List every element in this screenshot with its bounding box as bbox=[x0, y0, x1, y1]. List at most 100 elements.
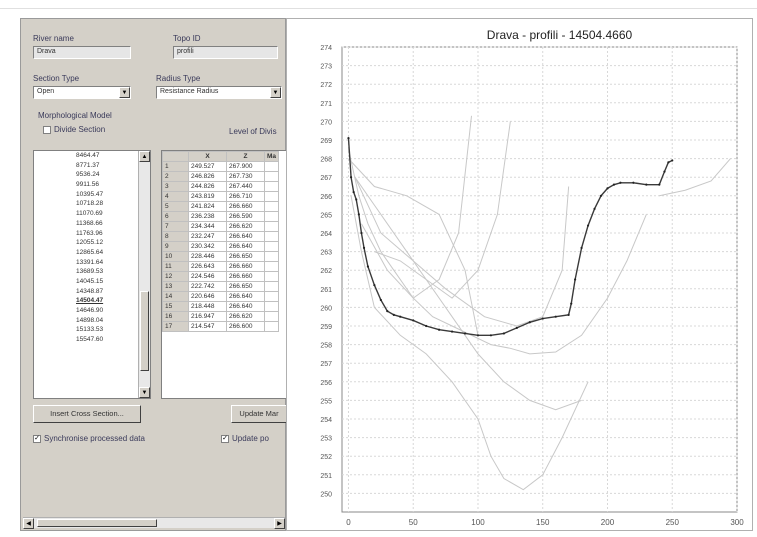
profile-point[interactable] bbox=[658, 183, 661, 186]
topo-id-field[interactable]: profili bbox=[173, 46, 278, 59]
x-cell[interactable]: 226.643 bbox=[188, 261, 227, 272]
row-number-cell[interactable]: 3 bbox=[162, 181, 189, 192]
profile-point[interactable] bbox=[671, 159, 674, 162]
row-number-cell[interactable]: 11 bbox=[162, 261, 189, 272]
x-cell[interactable]: 216.947 bbox=[188, 311, 227, 322]
table-row[interactable]: 4 243.819 266.710 bbox=[162, 191, 280, 202]
update-checkbox[interactable]: ✓ Update po bbox=[221, 434, 269, 443]
scroll-down-icon[interactable]: ▼ bbox=[139, 387, 150, 398]
profile-point[interactable] bbox=[612, 183, 616, 186]
row-number-cell[interactable]: 14 bbox=[162, 291, 189, 302]
table-row[interactable]: 3 244.826 267.440 bbox=[162, 181, 280, 192]
list-item[interactable]: 9911.56 bbox=[76, 181, 100, 189]
background-profile-line[interactable] bbox=[360, 115, 473, 299]
row-number-cell[interactable]: 2 bbox=[162, 171, 189, 182]
z-cell[interactable]: 267.900 bbox=[226, 161, 265, 172]
x-cell[interactable]: 241.824 bbox=[188, 201, 227, 212]
profile-point[interactable] bbox=[502, 332, 505, 335]
z-cell[interactable]: 267.440 bbox=[226, 181, 265, 192]
table-row[interactable]: 5 241.824 266.660 bbox=[162, 201, 280, 212]
profile-point[interactable] bbox=[352, 190, 355, 194]
z-cell[interactable]: 266.600 bbox=[226, 321, 265, 332]
scroll-right-icon[interactable]: ▶ bbox=[274, 518, 285, 529]
z-cell[interactable]: 266.640 bbox=[226, 291, 265, 302]
list-item[interactable]: 9536.24 bbox=[76, 171, 100, 179]
ma-cell[interactable] bbox=[263, 241, 280, 252]
x-cell[interactable]: 246.826 bbox=[188, 171, 227, 182]
scroll-left-icon[interactable]: ◀ bbox=[23, 518, 34, 529]
profile-point[interactable] bbox=[619, 181, 622, 184]
list-item[interactable]: 14646.90 bbox=[76, 307, 104, 314]
profile-point[interactable] bbox=[366, 265, 370, 268]
profile-point[interactable] bbox=[347, 137, 350, 140]
list-item[interactable]: 8464.47 bbox=[76, 152, 100, 159]
profile-point[interactable] bbox=[567, 313, 570, 316]
x-cell[interactable]: 222.742 bbox=[188, 281, 227, 292]
x-cell[interactable]: 220.646 bbox=[188, 291, 227, 302]
profile-point[interactable] bbox=[360, 231, 363, 235]
z-cell[interactable]: 266.660 bbox=[226, 271, 265, 282]
table-row[interactable]: 9 230.342 266.640 bbox=[162, 241, 280, 252]
table-row[interactable]: 15 218.448 266.640 bbox=[162, 301, 280, 312]
background-profile-line[interactable] bbox=[354, 176, 570, 327]
profile-point[interactable] bbox=[554, 315, 557, 318]
row-number-cell[interactable]: 4 bbox=[162, 191, 189, 202]
x-cell[interactable]: 244.826 bbox=[188, 181, 227, 192]
ma-cell[interactable] bbox=[263, 261, 280, 272]
cross-section-points-table[interactable]: X Z Ma 1 249.527 267.900 2 246.826 267.730 3 24… bbox=[161, 150, 287, 399]
z-cell[interactable]: 266.640 bbox=[226, 231, 265, 242]
table-row[interactable]: 17 214.547 266.600 bbox=[162, 321, 280, 332]
row-number-cell[interactable]: 8 bbox=[162, 231, 189, 242]
list-item[interactable]: 15547.60 bbox=[76, 336, 104, 344]
profile-point[interactable] bbox=[425, 324, 428, 328]
list-item[interactable]: 10718.28 bbox=[76, 200, 104, 208]
table-row[interactable]: 10 228.446 266.650 bbox=[162, 251, 280, 262]
scroll-up-icon[interactable]: ▲ bbox=[139, 151, 150, 162]
column-header-ma[interactable]: Ma bbox=[263, 151, 280, 162]
ma-cell[interactable] bbox=[263, 161, 280, 172]
list-item[interactable]: 11070.69 bbox=[76, 210, 103, 218]
x-cell[interactable]: 224.546 bbox=[188, 271, 227, 282]
z-cell[interactable]: 267.730 bbox=[226, 171, 265, 182]
chevron-down-icon[interactable]: ▼ bbox=[270, 87, 281, 98]
x-cell[interactable]: 228.446 bbox=[188, 251, 227, 262]
ma-cell[interactable] bbox=[263, 321, 280, 332]
profile-point[interactable] bbox=[586, 224, 590, 227]
x-cell[interactable]: 232.247 bbox=[188, 231, 227, 242]
profile-point[interactable] bbox=[399, 315, 402, 318]
ma-cell[interactable] bbox=[263, 191, 280, 202]
profile-point[interactable] bbox=[373, 283, 376, 287]
profile-point[interactable] bbox=[450, 330, 454, 333]
divide-section-checkbox[interactable]: Divide Section bbox=[43, 125, 105, 134]
row-number-cell[interactable]: 5 bbox=[162, 201, 189, 212]
ma-cell[interactable] bbox=[263, 281, 280, 292]
background-profile-line[interactable] bbox=[659, 158, 731, 197]
row-number-cell[interactable]: 10 bbox=[162, 251, 189, 262]
table-row[interactable]: 12 224.546 266.660 bbox=[162, 271, 280, 282]
row-number-cell[interactable]: 16 bbox=[162, 311, 189, 322]
profile-point[interactable] bbox=[349, 176, 353, 179]
z-cell[interactable]: 266.640 bbox=[226, 241, 265, 252]
ma-cell[interactable] bbox=[263, 271, 280, 282]
chainage-list[interactable]: 8464.47 8771.37 9536.24 9911.56 10395.47 1071… bbox=[33, 150, 151, 399]
profile-point[interactable] bbox=[362, 246, 366, 249]
table-row[interactable]: 7 234.344 266.620 bbox=[162, 221, 280, 232]
synchronise-checkbox[interactable]: ✓ Synchronise processed data bbox=[33, 434, 145, 443]
profile-point[interactable] bbox=[489, 334, 493, 337]
ma-cell[interactable] bbox=[263, 211, 280, 222]
chevron-down-icon[interactable]: ▼ bbox=[119, 87, 130, 98]
profile-point[interactable] bbox=[357, 213, 360, 216]
profile-point[interactable] bbox=[392, 313, 395, 316]
ma-cell[interactable] bbox=[263, 171, 280, 182]
x-cell[interactable]: 236.238 bbox=[188, 211, 227, 222]
list-item[interactable]: 12865.64 bbox=[76, 248, 104, 256]
list-item[interactable]: 14348.87 bbox=[76, 287, 104, 295]
z-cell[interactable]: 266.620 bbox=[226, 311, 265, 322]
z-cell[interactable]: 266.640 bbox=[226, 301, 265, 312]
radius-type-select[interactable]: Resistance Radius ▼ bbox=[156, 86, 282, 99]
table-row[interactable]: 14 220.646 266.640 bbox=[162, 291, 280, 302]
background-profile-line[interactable] bbox=[348, 158, 479, 336]
x-cell[interactable]: 214.547 bbox=[188, 321, 227, 332]
profile-point[interactable] bbox=[412, 319, 415, 322]
z-cell[interactable]: 266.710 bbox=[226, 191, 265, 202]
